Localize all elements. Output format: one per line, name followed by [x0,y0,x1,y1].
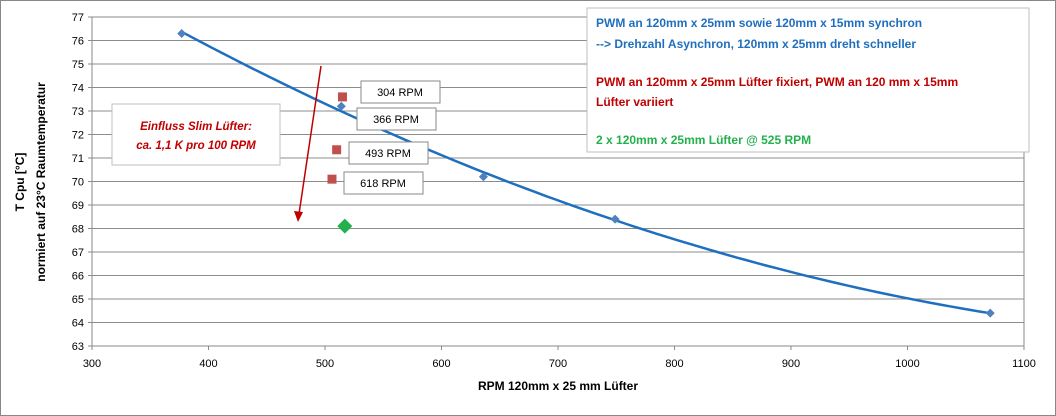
x-axis-title: RPM 120mm x 25 mm Lüfter [478,379,638,393]
callout-493-label: 493 RPM [365,148,411,160]
x-tick-label-1000: 1000 [895,358,919,370]
y-tick-label-65: 65 [72,294,84,306]
x-axis-ticks: 300 400 500 600 700 800 900 1000 1100 [83,346,1036,370]
y-tick-label-68: 68 [72,224,84,236]
y-tick-label-71: 71 [72,153,84,165]
callout-304: 304 RPM [360,80,441,104]
x-tick-label-900: 900 [782,358,800,370]
x-tick-label-300: 300 [83,358,101,370]
series1-point-2 [336,101,346,111]
series1-point-3 [478,172,488,182]
y-tick-label-67: 67 [72,247,84,259]
series1-point-4 [610,214,620,224]
series2-point-2 [332,145,342,155]
annotation-line3: PWM an 120mm x 25mm Lüfter fixiert, PWM … [596,75,958,89]
slim-note-line1: Einfluss Slim Lüfter: [140,121,252,133]
x-tick-label-500: 500 [316,358,334,370]
y-tick-label-70: 70 [72,177,84,189]
callout-304-label: 304 RPM [377,87,423,99]
y-tick-label-63: 63 [72,341,84,353]
series1-point-5 [985,308,995,318]
callout-618-label: 618 RPM [360,178,406,190]
y-axis-title-line2: normiert auf 23°C Raumtemperatur [34,82,48,282]
annotation-line1: PWM an 120mm x 25mm sowie 120mm x 15mm s… [596,16,922,30]
slim-note-line2: ca. 1,1 K pro 100 RPM [136,140,256,152]
series2-point-3 [327,174,337,184]
y-tick-label-72: 72 [72,130,84,142]
y-axis-title-line1: T Cpu [°C] [13,153,27,212]
y-axis-ticks: 63 64 65 66 67 68 69 70 71 72 73 74 75 76 77 [72,12,92,353]
y-tick-label-64: 64 [72,318,84,330]
y-tick-label-69: 69 [72,200,84,212]
y-tick-label-77: 77 [72,12,84,24]
callout-366: 366 RPM [356,107,437,131]
x-tick-label-1100: 1100 [1012,358,1036,370]
slim-arrow-head [294,211,303,222]
x-tick-label-700: 700 [549,358,567,370]
y-tick-label-75: 75 [72,59,84,71]
y-tick-label-74: 74 [72,83,84,95]
y-tick-label-76: 76 [72,36,84,48]
callout-366-label: 366 RPM [373,114,419,126]
series3-point-1 [337,218,353,234]
series1-point-1 [177,28,187,38]
y-tick-label-73: 73 [72,106,84,118]
slim-note-box [111,103,281,166]
x-tick-label-600: 600 [432,358,450,370]
x-tick-label-400: 400 [199,358,217,370]
callout-618: 618 RPM [343,171,424,195]
annotation-line2: --> Drehzahl Asynchron, 120mm x 25mm dre… [596,37,916,51]
annotation-line4: Lüfter variiert [596,95,673,109]
annotation-box [586,7,1030,153]
y-tick-label-66: 66 [72,271,84,283]
x-tick-label-800: 800 [665,358,683,370]
data-points [177,28,995,318]
series2-point-1 [337,92,347,102]
callout-493: 493 RPM [348,141,429,165]
slim-arrow [298,65,322,215]
annotation-line5: 2 x 120mm x 25mm Lüfter @ 525 RPM [596,133,811,147]
